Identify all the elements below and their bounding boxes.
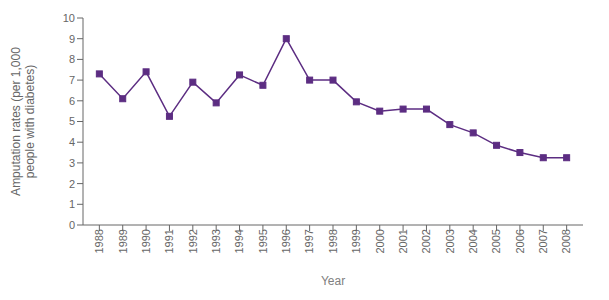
svg-text:1999: 1999 xyxy=(350,229,362,253)
svg-text:1992: 1992 xyxy=(187,229,199,253)
svg-text:2001: 2001 xyxy=(397,229,409,253)
svg-text:2007: 2007 xyxy=(537,229,549,253)
svg-text:2003: 2003 xyxy=(444,229,456,253)
svg-text:2002: 2002 xyxy=(420,229,432,253)
svg-text:1989: 1989 xyxy=(117,229,129,253)
svg-text:9: 9 xyxy=(69,33,75,45)
svg-text:6: 6 xyxy=(69,95,75,107)
svg-text:2: 2 xyxy=(69,178,75,190)
svg-text:8: 8 xyxy=(69,53,75,65)
svg-text:1998: 1998 xyxy=(327,229,339,253)
svg-text:2008: 2008 xyxy=(560,229,572,253)
svg-text:0: 0 xyxy=(69,219,75,231)
svg-text:2006: 2006 xyxy=(514,229,526,253)
svg-text:1993: 1993 xyxy=(210,229,222,253)
svg-text:2004: 2004 xyxy=(467,229,479,253)
svg-text:5: 5 xyxy=(69,115,75,127)
svg-text:1991: 1991 xyxy=(163,229,175,253)
svg-text:1: 1 xyxy=(69,198,75,210)
svg-text:1996: 1996 xyxy=(280,229,292,253)
svg-text:1990: 1990 xyxy=(140,229,152,253)
svg-text:7: 7 xyxy=(69,74,75,86)
svg-text:Year: Year xyxy=(321,274,345,288)
svg-text:Amputation rates (per 1,000peo: Amputation rates (per 1,000people with d… xyxy=(9,47,37,196)
svg-text:1988: 1988 xyxy=(93,229,105,253)
svg-text:2005: 2005 xyxy=(490,229,502,253)
svg-text:10: 10 xyxy=(63,12,75,24)
svg-text:1995: 1995 xyxy=(257,229,269,253)
svg-text:1994: 1994 xyxy=(233,229,245,253)
svg-text:4: 4 xyxy=(69,136,75,148)
svg-text:3: 3 xyxy=(69,157,75,169)
svg-text:1997: 1997 xyxy=(303,229,315,253)
svg-text:2000: 2000 xyxy=(374,229,386,253)
